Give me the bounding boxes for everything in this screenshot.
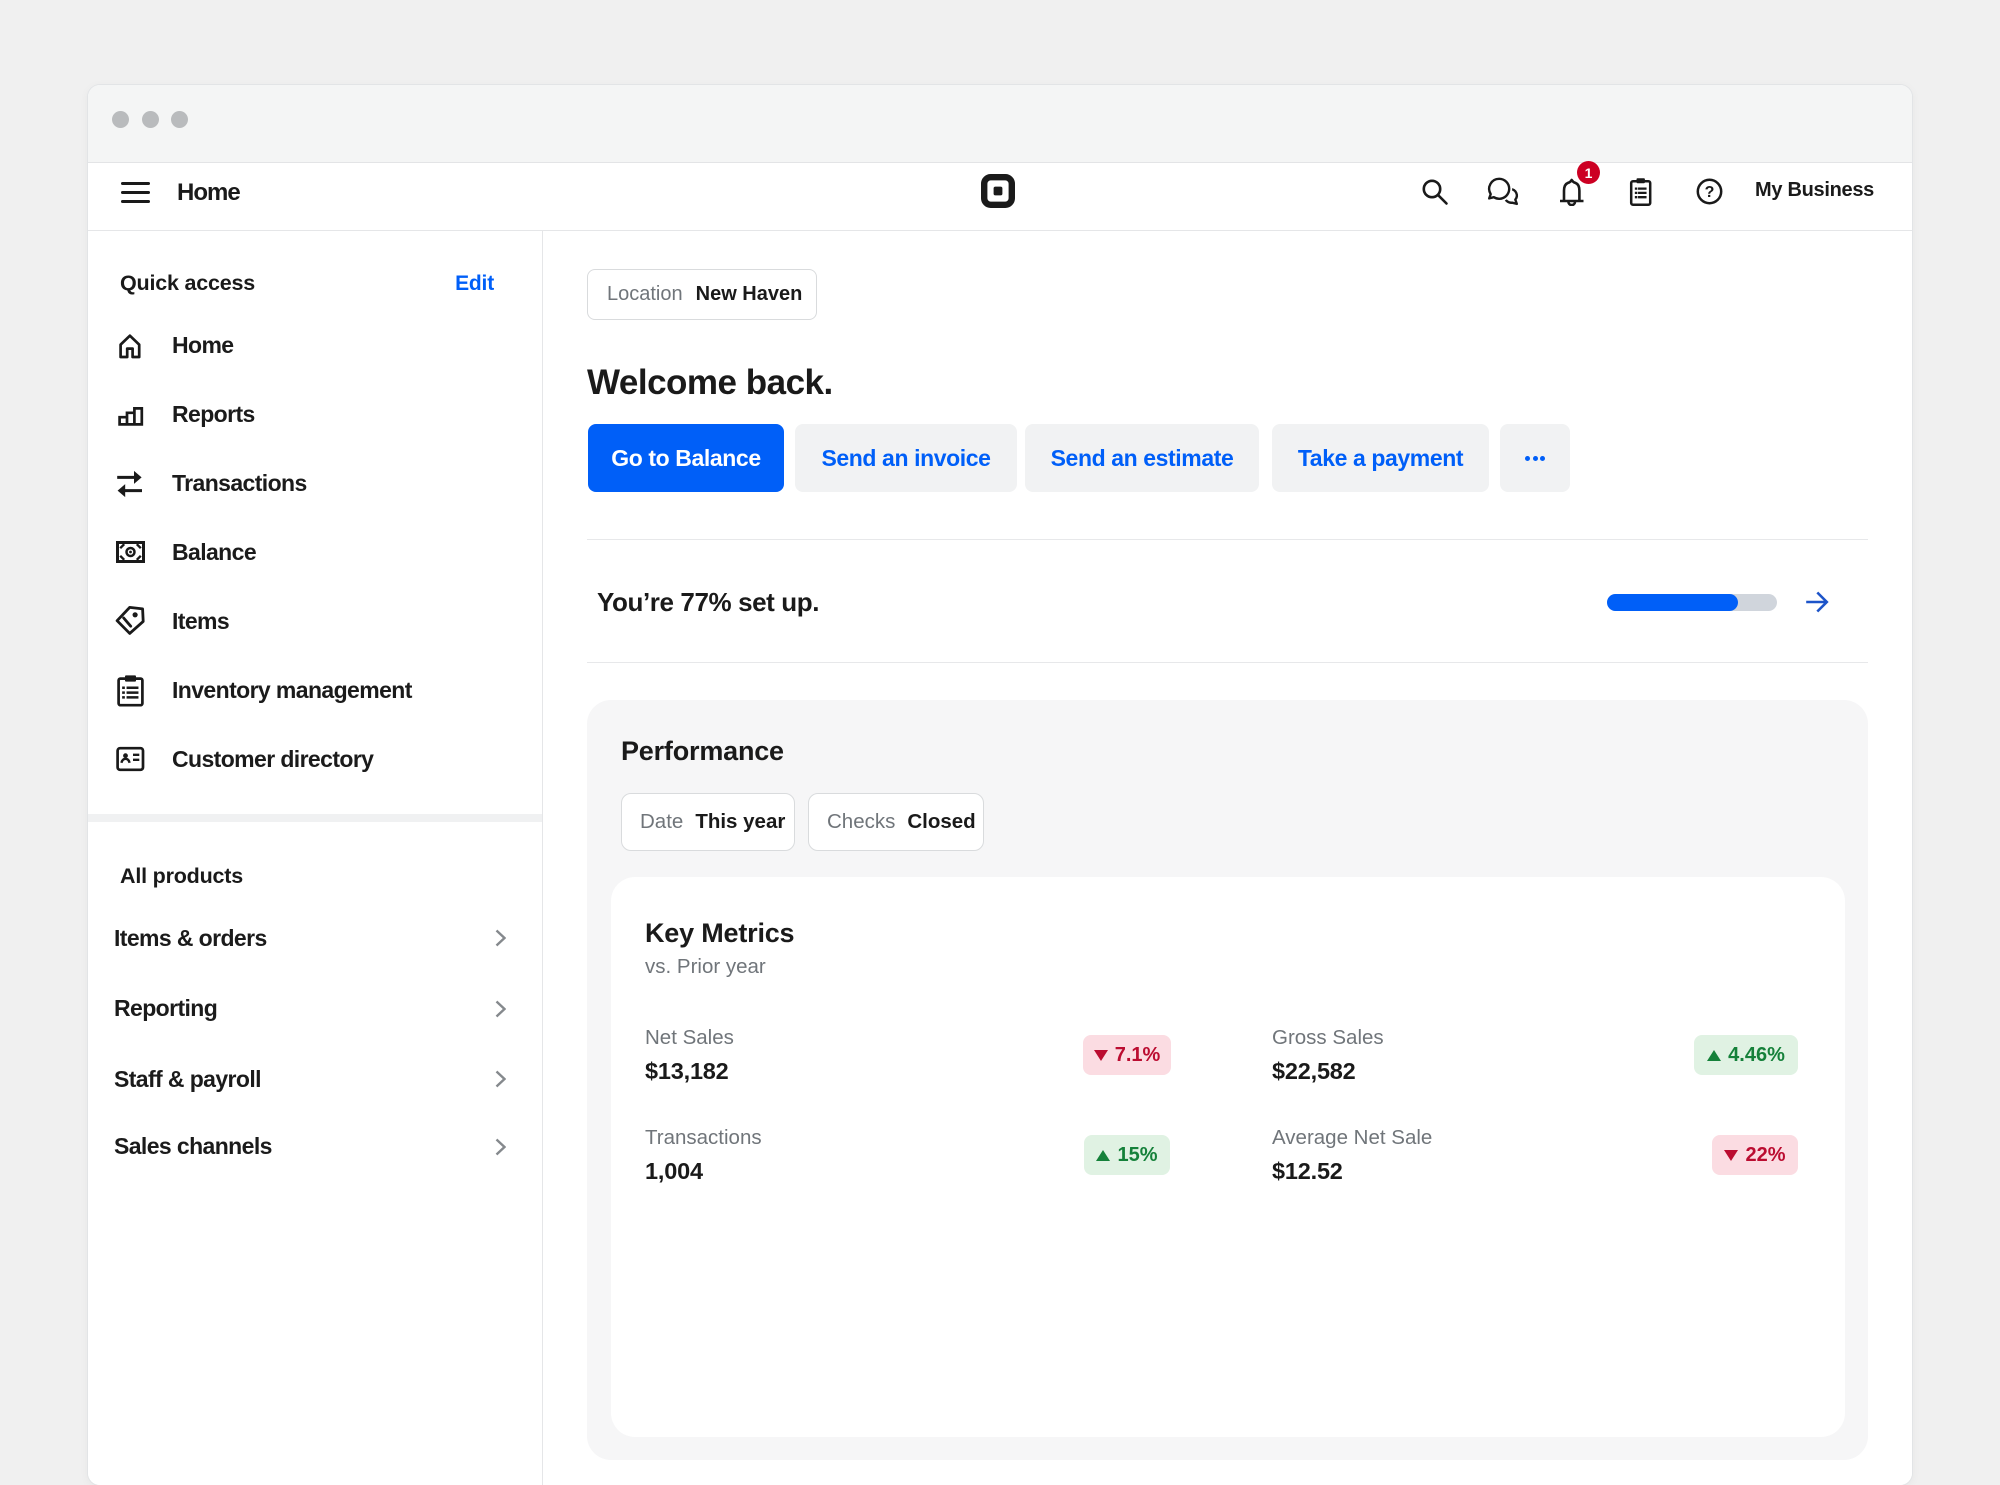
svg-text:?: ? [1705, 184, 1715, 201]
